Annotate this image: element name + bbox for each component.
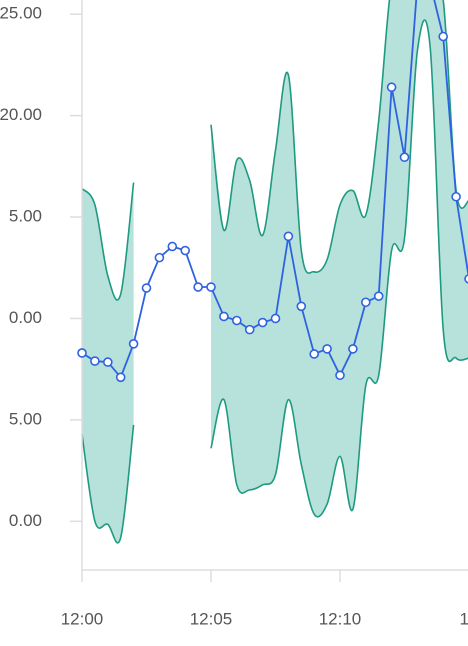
point (103, 357, 113, 367)
point (451, 191, 461, 202)
x-tick-label: 12:00 (61, 609, 104, 628)
point (464, 274, 468, 284)
point (77, 348, 87, 358)
point (283, 231, 294, 242)
point (335, 370, 345, 381)
point (438, 31, 449, 42)
point (322, 344, 332, 354)
point (232, 315, 242, 326)
x-tick-label: 12:10 (319, 609, 362, 628)
point (309, 349, 320, 359)
point (219, 311, 229, 322)
point (193, 282, 203, 292)
y-tick-label: 5.00 (9, 207, 42, 226)
point (141, 283, 152, 293)
point (360, 297, 371, 308)
point (90, 356, 100, 366)
point (399, 152, 410, 163)
y-tick-label: 0.00 (9, 308, 42, 327)
point (296, 301, 307, 312)
y-tick-label: 25.00 (0, 4, 42, 23)
point (167, 241, 178, 252)
point (257, 317, 268, 328)
point (373, 291, 384, 301)
band-lower (210, 19, 468, 518)
point (244, 324, 255, 335)
y-tick-label: 0.00 (9, 511, 42, 530)
y-tick-label: 5.00 (9, 409, 42, 428)
x-tick-label: 12:05 (190, 609, 233, 628)
point (348, 344, 358, 354)
point (180, 245, 190, 256)
y-tick-label: 20.00 (0, 105, 42, 124)
band-lower (81, 424, 135, 544)
band-upper (210, 0, 468, 274)
point (270, 313, 281, 324)
point (115, 372, 126, 383)
x-tick-label: 12 (460, 609, 468, 628)
point (154, 252, 165, 263)
band-upper (81, 182, 135, 301)
point (206, 282, 216, 292)
point (386, 82, 397, 93)
band-area (211, 0, 468, 517)
point (128, 339, 139, 349)
